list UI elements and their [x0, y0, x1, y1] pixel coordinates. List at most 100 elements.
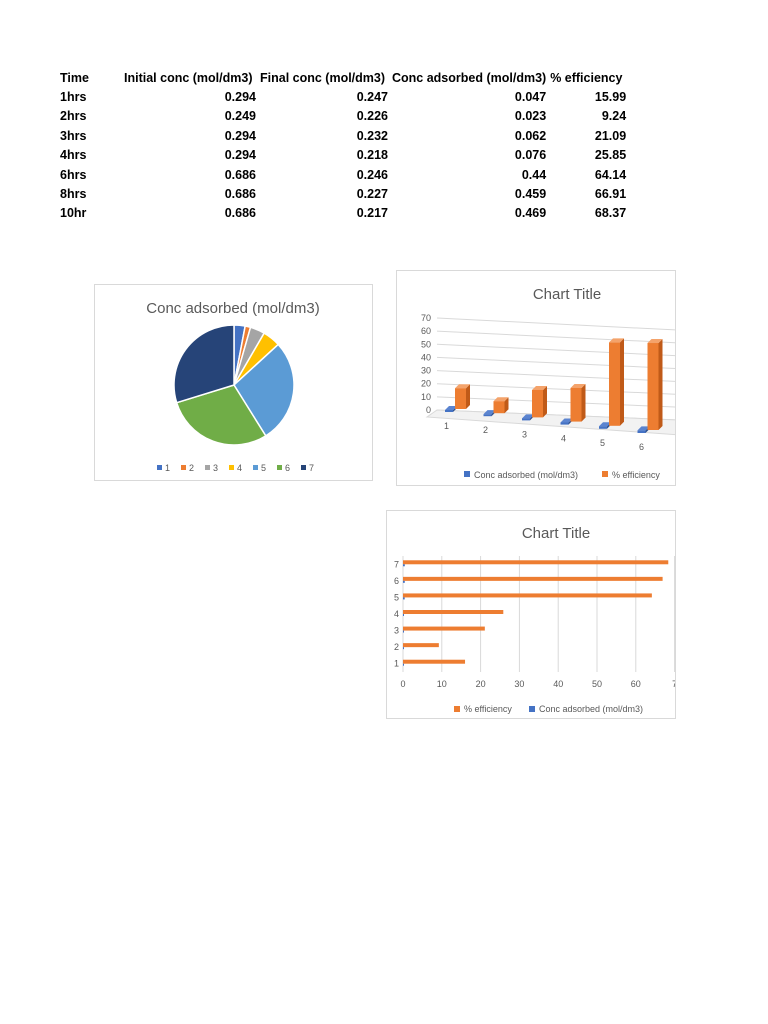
bar	[560, 422, 569, 425]
y-tick-label: 3	[394, 626, 399, 636]
table-cell: 0.247	[356, 90, 388, 105]
gridline	[436, 356, 678, 370]
legend-swatch	[529, 706, 535, 712]
bar	[532, 389, 543, 418]
table-cell: 3hrs	[60, 128, 87, 143]
bar	[403, 630, 404, 633]
table-cell: 0.246	[356, 167, 388, 182]
bar-top	[445, 405, 457, 410]
table-cell: 0.294	[224, 148, 256, 163]
bar-side	[504, 397, 509, 414]
header-conc-adsorbed: Conc adsorbed (mol/dm3)	[392, 70, 547, 85]
legend-swatch	[157, 465, 162, 470]
table-cell: 0.023	[514, 109, 547, 124]
pie-chart-panel[interactable]: Conc adsorbed (mol/dm3) 1 2 3 4 5 6 7	[94, 284, 373, 481]
table-cell: 0.218	[356, 148, 388, 163]
x-tick-label: 60	[631, 679, 641, 689]
table-cell: 0.047	[514, 90, 547, 105]
table-cell: 4hrs	[60, 148, 87, 163]
data-table: Time Initial conc (mol/dm3) Final conc (…	[60, 68, 626, 223]
bar	[403, 643, 439, 648]
table-cell: 1hrs	[60, 90, 87, 105]
horizontal-bar-chart-title: Chart Title	[522, 525, 590, 542]
x-tick-label: 20	[476, 679, 486, 689]
legend-label: 4	[237, 463, 242, 473]
bar	[403, 659, 466, 664]
table-cell: 0.44	[521, 167, 547, 182]
table-row: 3hrs 0.294 0.232 0.062 21.09	[60, 126, 626, 145]
table-cell: 0.217	[356, 206, 388, 221]
y-tick-label: 7	[394, 559, 399, 569]
header-time: Time	[60, 70, 89, 85]
bar-top	[599, 422, 611, 427]
legend-label: Conc adsorbed (mol/dm3)	[539, 704, 643, 714]
table-row: 2hrs 0.249 0.226 0.023 9.24	[60, 107, 626, 126]
x-tick-label: 4	[561, 434, 566, 444]
column-chart: Chart Title 0 10 20 30 40 50 60 70 1 2 3 4 5 6 Conc …	[421, 286, 681, 480]
bar-top	[560, 418, 573, 423]
legend-swatch	[277, 465, 282, 470]
x-tick-label: 3	[522, 429, 527, 439]
pie-slice	[175, 384, 267, 446]
table-cell: 66.91	[594, 187, 627, 202]
table-cell: 0.686	[224, 167, 256, 182]
table-cell: 0.459	[514, 187, 547, 202]
bar-side	[543, 385, 547, 418]
bar	[403, 564, 405, 567]
bar	[483, 414, 492, 417]
table-cell: 21.09	[594, 128, 627, 143]
table-cell: 0.469	[514, 206, 547, 221]
table-row: 4hrs 0.294 0.218 0.076 25.85	[60, 146, 626, 165]
bar-top	[493, 397, 509, 402]
table-cell: 2hrs	[60, 109, 87, 124]
table-cell: 6hrs	[60, 167, 87, 182]
pie-chart-title: Conc adsorbed (mol/dm3)	[146, 300, 319, 317]
header-efficiency: % efficiency	[550, 70, 623, 85]
legend-label: 7	[309, 463, 314, 473]
x-tick-label: 5	[600, 438, 605, 448]
y-tick-label: 10	[421, 392, 431, 402]
bar	[403, 560, 669, 565]
bar-top	[455, 384, 470, 389]
table-cell: 8hrs	[60, 187, 87, 202]
bar	[455, 388, 466, 409]
bar	[403, 663, 404, 666]
table-cell: 0.294	[224, 90, 256, 105]
y-tick-label: 20	[421, 379, 431, 389]
y-tick-label: 5	[394, 592, 399, 602]
horizontal-bar-chart: Chart Title 0 10 20 30 40 50 60 7 1 2 3 4 5 6 7 % eff…	[394, 525, 677, 714]
legend-label: 2	[189, 463, 194, 473]
column-chart-panel[interactable]: Chart Title 0 10 20 30 40 50 60 70 1 2 3 4 5 6 Conc …	[396, 270, 681, 486]
y-tick-label: 50	[421, 339, 431, 349]
legend-swatch	[602, 471, 608, 477]
bar	[403, 576, 663, 581]
header-initial-conc: Initial conc (mol/dm3)	[124, 70, 253, 85]
bar	[403, 580, 405, 583]
y-tick-label: 30	[421, 366, 431, 376]
bar-top	[522, 414, 534, 419]
horizontal-bar-chart-panel[interactable]: Chart Title 0 10 20 30 40 50 60 7 1 2 3 4 5 6 7 % eff…	[386, 510, 677, 719]
bar-top	[647, 339, 663, 344]
table-cell: 9.24	[601, 109, 627, 124]
table-cell: 68.37	[594, 206, 627, 221]
bar-side	[620, 338, 624, 426]
table-cell: 0.232	[356, 128, 388, 143]
legend-swatch	[454, 706, 460, 712]
table-row: 8hrs 0.686 0.227 0.459 66.91	[60, 184, 626, 203]
legend-label: % efficiency	[612, 470, 660, 480]
legend-label: Conc adsorbed (mol/dm3)	[474, 470, 578, 480]
table-row: 6hrs 0.686 0.246 0.44 64.14	[60, 165, 626, 184]
table-cell: 64.14	[594, 167, 627, 182]
table-row: 1hrs 0.294 0.247 0.047 15.99	[60, 87, 626, 106]
header-final-conc: Final conc (mol/dm3)	[260, 70, 386, 85]
table-cell: 0.686	[224, 187, 256, 202]
y-tick-label: 1	[394, 659, 399, 669]
bar	[570, 387, 582, 422]
table-cell: 0.294	[224, 128, 256, 143]
y-tick-label: 0	[426, 405, 431, 415]
x-tick-label: 1	[444, 421, 449, 431]
bar	[609, 342, 620, 426]
y-tick-label: 70	[421, 313, 431, 323]
bar	[403, 647, 404, 650]
legend-label: % efficiency	[464, 704, 512, 714]
